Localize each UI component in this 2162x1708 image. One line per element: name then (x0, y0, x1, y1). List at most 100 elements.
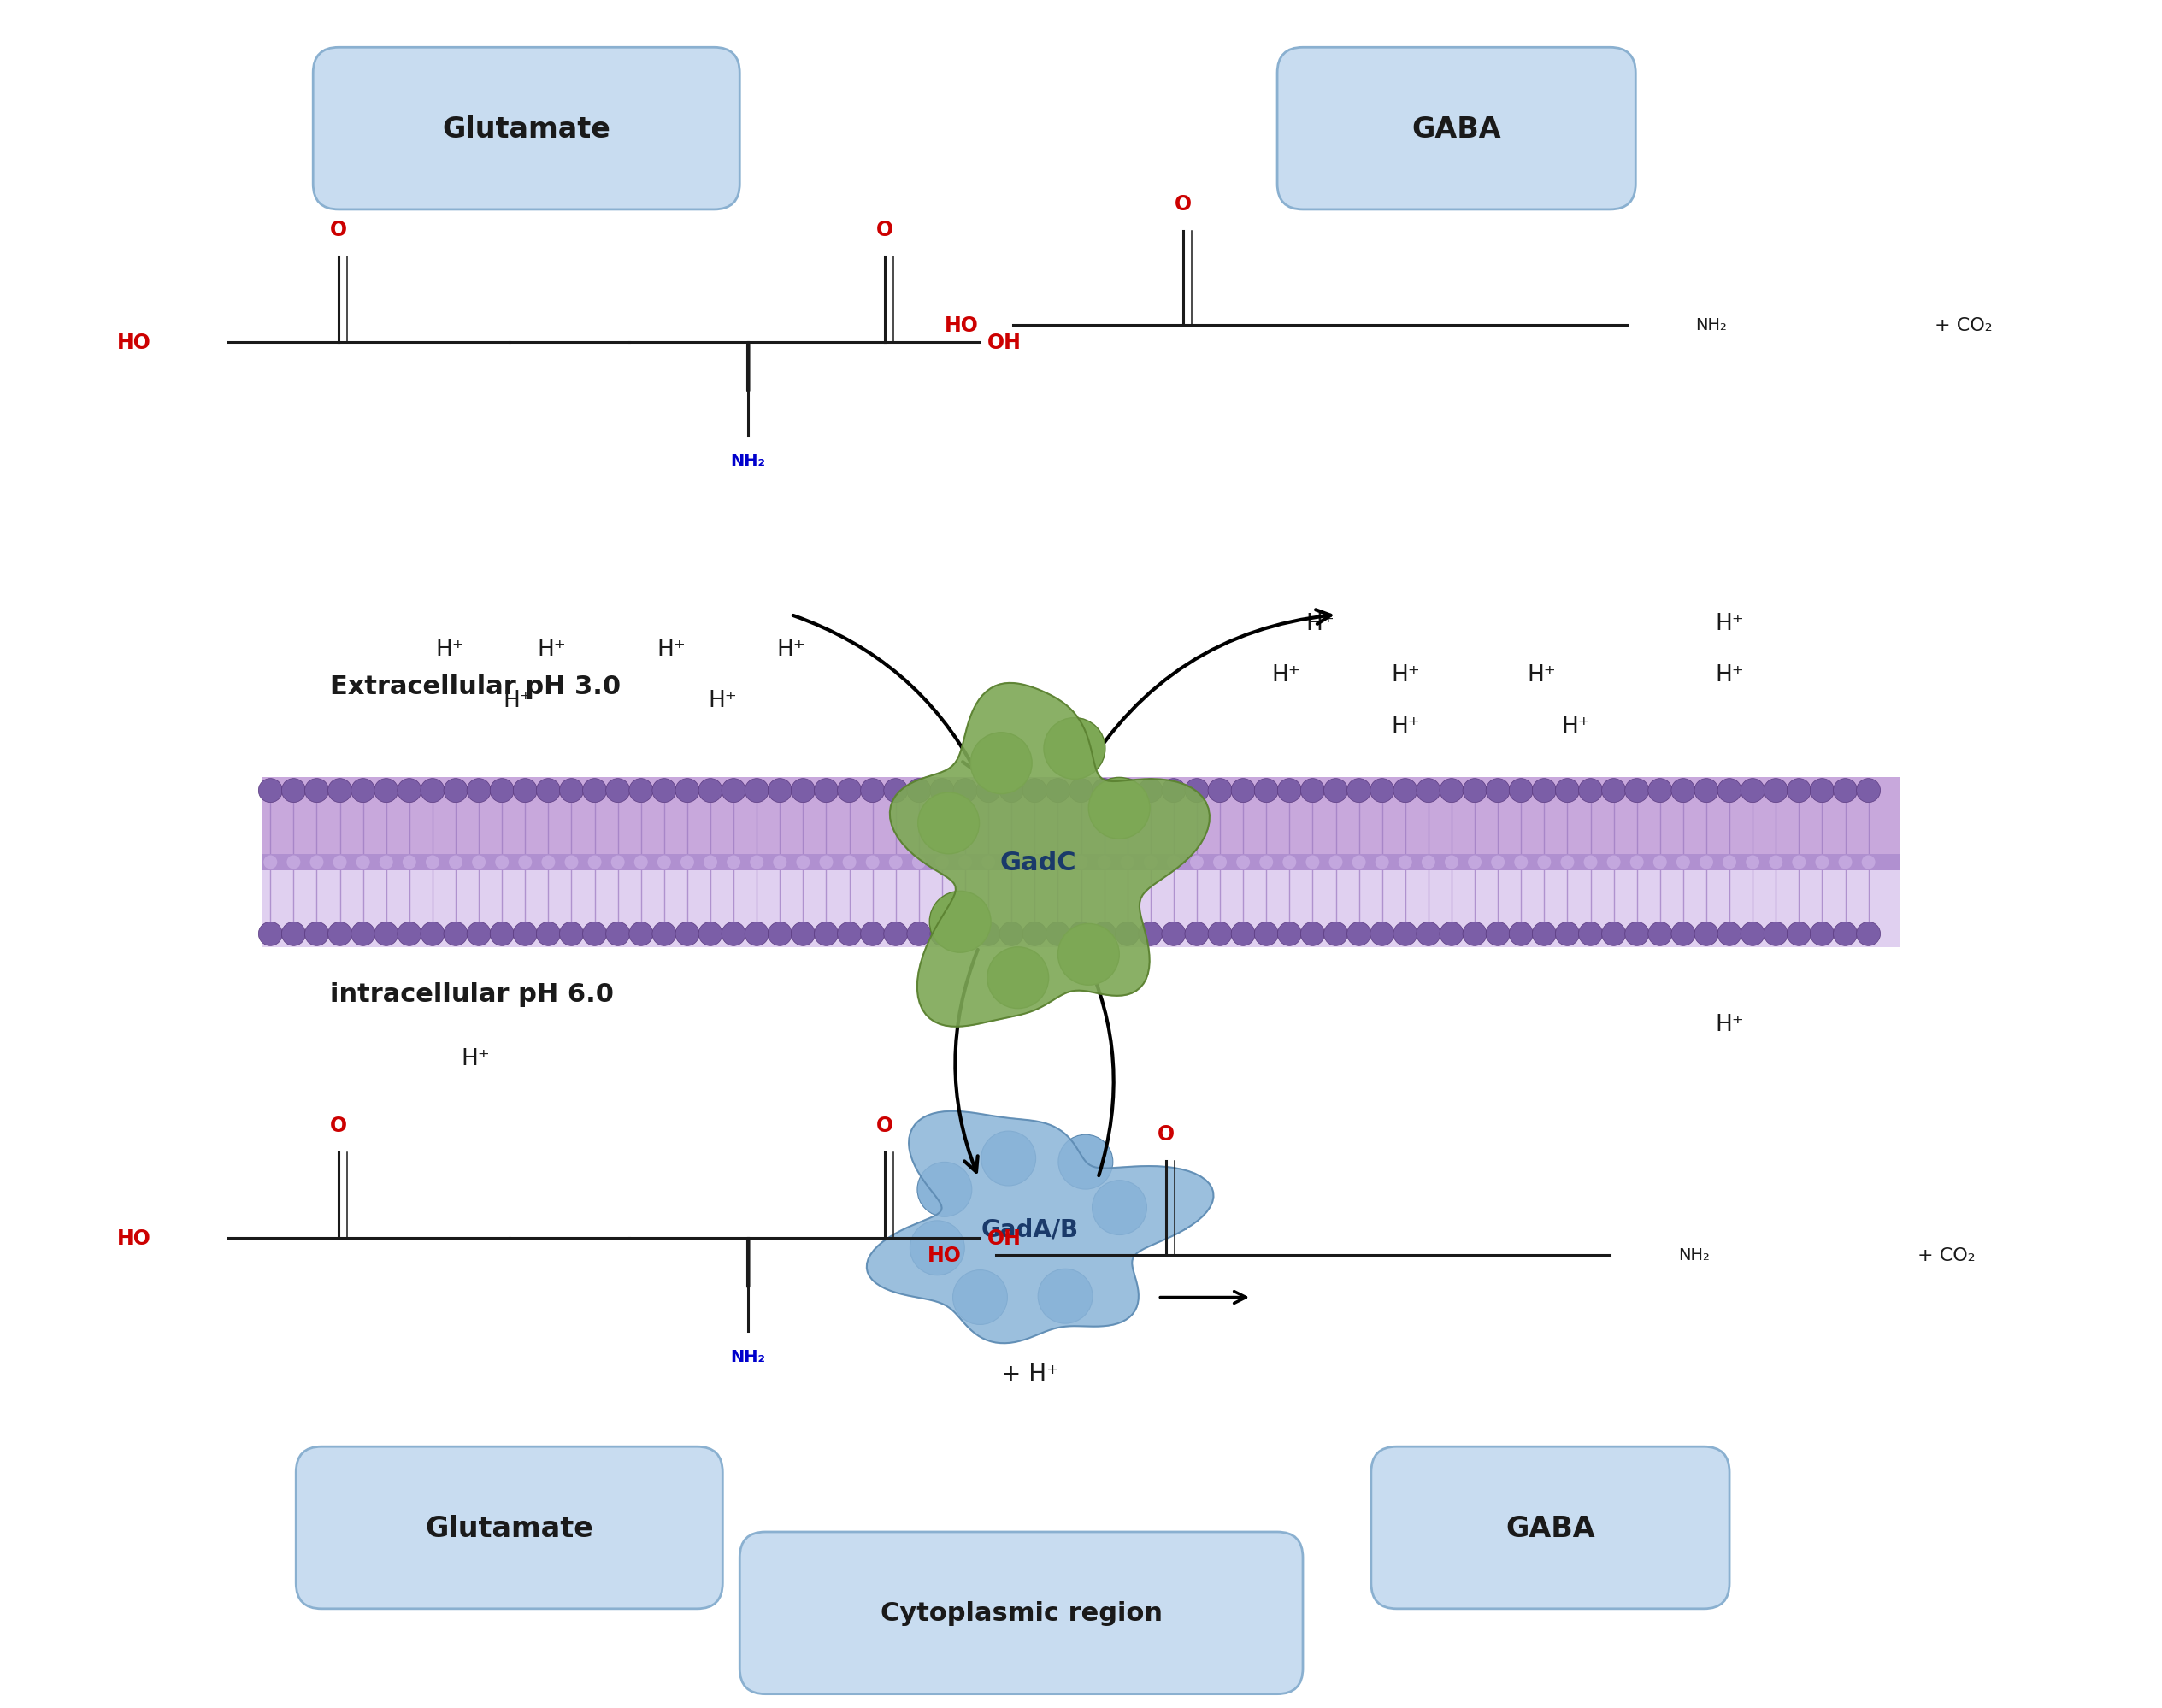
Circle shape (1254, 922, 1278, 946)
Circle shape (1375, 856, 1388, 869)
Circle shape (977, 922, 1001, 946)
Text: O: O (331, 219, 348, 241)
Circle shape (1764, 922, 1788, 946)
Circle shape (1440, 922, 1464, 946)
Circle shape (865, 856, 880, 869)
Circle shape (1740, 779, 1764, 803)
Circle shape (495, 856, 508, 869)
Circle shape (1513, 856, 1529, 869)
Circle shape (1098, 856, 1111, 869)
Circle shape (1423, 856, 1436, 869)
Circle shape (1792, 856, 1805, 869)
Circle shape (281, 922, 305, 946)
Circle shape (1005, 856, 1018, 869)
Circle shape (791, 779, 815, 803)
Circle shape (1161, 922, 1185, 946)
Circle shape (1699, 856, 1712, 869)
Circle shape (1554, 922, 1578, 946)
Circle shape (988, 948, 1049, 1009)
Text: H⁺: H⁺ (776, 639, 804, 661)
Circle shape (1347, 922, 1371, 946)
Circle shape (1747, 856, 1760, 869)
Circle shape (1144, 856, 1157, 869)
Text: + CO₂: + CO₂ (1918, 1247, 1976, 1264)
Circle shape (889, 856, 902, 869)
Text: H⁺: H⁺ (1390, 664, 1420, 687)
Circle shape (1671, 779, 1695, 803)
Circle shape (1838, 856, 1853, 869)
Circle shape (815, 779, 839, 803)
Circle shape (1537, 856, 1550, 869)
Circle shape (930, 922, 953, 946)
Text: H⁺: H⁺ (538, 639, 566, 661)
Circle shape (1554, 779, 1578, 803)
FancyBboxPatch shape (262, 863, 1900, 948)
Text: O: O (1174, 195, 1191, 215)
Circle shape (815, 922, 839, 946)
Circle shape (698, 922, 722, 946)
Circle shape (333, 856, 346, 869)
Circle shape (1371, 922, 1394, 946)
Circle shape (768, 922, 791, 946)
Circle shape (774, 856, 787, 869)
Text: O: O (876, 219, 893, 241)
Circle shape (819, 856, 832, 869)
Circle shape (1717, 779, 1740, 803)
Circle shape (1816, 856, 1829, 869)
Circle shape (536, 779, 560, 803)
Text: H⁺: H⁺ (657, 639, 685, 661)
Circle shape (657, 856, 670, 869)
Circle shape (1087, 777, 1150, 839)
Circle shape (519, 856, 532, 869)
Circle shape (675, 779, 698, 803)
Circle shape (1857, 922, 1881, 946)
Circle shape (1788, 779, 1812, 803)
Circle shape (1023, 922, 1046, 946)
Circle shape (917, 1163, 973, 1216)
Text: O: O (331, 1115, 348, 1136)
Circle shape (1051, 856, 1064, 869)
Text: NH₂: NH₂ (731, 1349, 765, 1365)
Circle shape (837, 922, 860, 946)
Circle shape (1464, 922, 1487, 946)
Circle shape (884, 779, 908, 803)
Circle shape (1578, 779, 1602, 803)
Circle shape (936, 856, 949, 869)
Circle shape (305, 922, 329, 946)
Circle shape (860, 922, 884, 946)
Circle shape (906, 922, 932, 946)
Circle shape (971, 733, 1031, 794)
Text: H⁺: H⁺ (1561, 716, 1591, 738)
Circle shape (953, 922, 977, 946)
Circle shape (982, 1131, 1036, 1185)
Circle shape (491, 779, 515, 803)
Circle shape (919, 793, 979, 854)
Circle shape (982, 856, 995, 869)
Circle shape (1230, 779, 1256, 803)
Text: O: O (876, 1115, 893, 1136)
Text: H⁺: H⁺ (435, 639, 465, 661)
Circle shape (443, 922, 467, 946)
Circle shape (309, 856, 324, 869)
Circle shape (1788, 922, 1812, 946)
Text: NH₂: NH₂ (731, 453, 765, 470)
Circle shape (588, 856, 601, 869)
Circle shape (698, 779, 722, 803)
Circle shape (1695, 779, 1719, 803)
Text: GABA: GABA (1412, 114, 1500, 143)
Circle shape (1468, 856, 1481, 869)
Circle shape (930, 892, 990, 953)
Circle shape (605, 922, 629, 946)
Circle shape (1092, 922, 1116, 946)
Circle shape (264, 856, 277, 869)
Circle shape (746, 922, 770, 946)
Circle shape (1278, 922, 1302, 946)
Circle shape (1857, 779, 1881, 803)
Text: HO: HO (945, 314, 979, 335)
Circle shape (1533, 922, 1557, 946)
Circle shape (305, 779, 329, 803)
Circle shape (1561, 856, 1574, 869)
Circle shape (1046, 779, 1070, 803)
Text: H⁺: H⁺ (1714, 1013, 1745, 1035)
Circle shape (1630, 856, 1643, 869)
